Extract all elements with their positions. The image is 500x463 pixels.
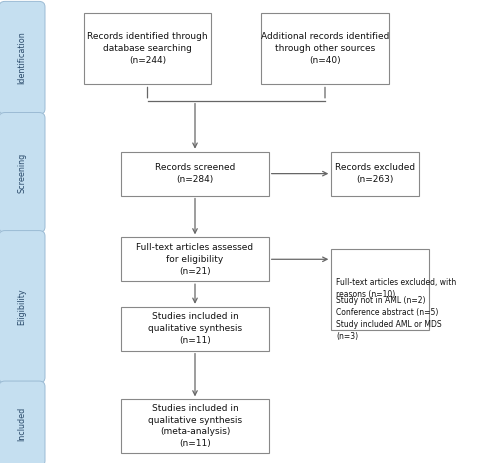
Text: Eligibility: Eligibility (18, 288, 26, 325)
Text: Records identified through
database searching
(n=244): Records identified through database sear… (87, 32, 208, 65)
FancyBboxPatch shape (122, 399, 269, 453)
Text: Studies included in
qualitative synthesis
(meta-analysis)
(n=11): Studies included in qualitative synthesi… (148, 404, 242, 448)
Text: Identification: Identification (18, 31, 26, 84)
Text: Study not in AML (n=2)
Conference abstract (n=5)
Study included AML or MDS
(n=3): Study not in AML (n=2) Conference abstra… (336, 296, 442, 341)
Text: Records screened
(n=284): Records screened (n=284) (155, 163, 235, 184)
FancyBboxPatch shape (331, 249, 428, 330)
FancyBboxPatch shape (122, 307, 269, 351)
FancyBboxPatch shape (0, 231, 45, 383)
FancyBboxPatch shape (0, 1, 45, 114)
FancyBboxPatch shape (261, 13, 389, 84)
Text: Full-text articles assessed
for eligibility
(n=21): Full-text articles assessed for eligibil… (136, 243, 254, 275)
FancyBboxPatch shape (84, 13, 211, 84)
FancyBboxPatch shape (331, 151, 418, 195)
Text: Full-text articles excluded, with
reasons (n=10): Full-text articles excluded, with reason… (336, 278, 456, 299)
Text: Studies included in
qualitative synthesis
(n=11): Studies included in qualitative synthesi… (148, 313, 242, 345)
Text: Records excluded
(n=263): Records excluded (n=263) (335, 163, 415, 184)
FancyBboxPatch shape (122, 237, 269, 281)
Text: Additional records identified
through other sources
(n=40): Additional records identified through ot… (261, 32, 389, 65)
Text: Screening: Screening (18, 152, 26, 193)
Text: Included: Included (18, 407, 26, 441)
FancyBboxPatch shape (0, 113, 45, 232)
FancyBboxPatch shape (0, 381, 45, 463)
FancyBboxPatch shape (122, 151, 269, 195)
